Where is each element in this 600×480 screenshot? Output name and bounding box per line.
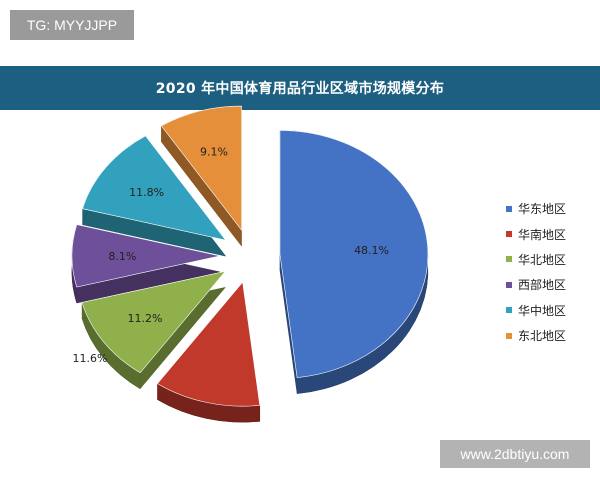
chart-title: 2020 年中国体育用品行业区域市场规模分布 [0,66,600,110]
legend-swatch [506,281,512,288]
legend-label: 西部地区 [518,278,567,293]
watermark-top-left: TG: MYYJJPP [10,10,134,40]
legend-item: 华南地区 [506,221,596,246]
pie-slice [160,105,242,231]
legend-item: 华东地区 [506,196,596,221]
legend-label: 华北地区 [518,252,567,267]
legend-swatch [506,332,512,339]
pie-value-label: 48.1% [354,244,389,257]
pie-slice [71,224,221,288]
legend-swatch [506,231,512,238]
legend-swatch [506,205,512,212]
pie-value-label: 11.2% [128,312,163,325]
pie-top-layer [71,105,429,407]
legend-label: 华中地区 [518,303,567,318]
chart-legend: 华东地区华南地区华北地区西部地区华中地区东北地区 [506,196,596,348]
legend-label: 华南地区 [518,227,567,242]
legend-item: 东北地区 [506,323,596,348]
legend-item: 华北地区 [506,247,596,272]
pie-slice [81,270,227,374]
pie-slice [279,130,429,378]
pie-value-label: 11.8% [129,186,164,199]
legend-item: 华中地区 [506,298,596,323]
legend-swatch [506,307,512,314]
legend-swatch [506,256,512,263]
pie-slice [156,281,261,407]
watermark-bottom-right: www.2dbtiyu.com [440,440,590,468]
legend-label: 东北地区 [518,329,567,344]
legend-item: 西部地区 [506,272,596,297]
pie-value-label: 9.1% [200,146,228,159]
pie-value-label: 11.6% [73,352,108,365]
pie-value-label: 8.1% [108,250,136,263]
legend-label: 华东地区 [518,202,567,217]
pie-slice [82,135,227,241]
pie-labels-layer: 48.1% 11.6% 11.2% 8.1% 11.8% 9.1% [73,146,390,365]
